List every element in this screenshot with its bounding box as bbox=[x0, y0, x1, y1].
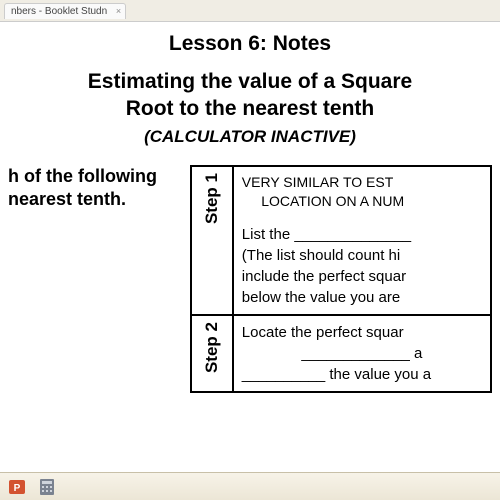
step1-label-cell: Step 1 bbox=[191, 166, 233, 315]
step1-body-l4: below the value you are bbox=[242, 287, 482, 308]
step2-body: Locate the perfect squar _____________ a… bbox=[242, 322, 482, 385]
step2-body-l2: _____________ a bbox=[242, 343, 482, 364]
powerpoint-icon[interactable]: P bbox=[8, 478, 26, 496]
step1-content: VERY SIMILAR TO EST LOCATION ON A NUM Li… bbox=[233, 166, 491, 315]
tab-title: nbers - Booklet Studn bbox=[11, 6, 107, 17]
left-line-2: nearest tenth. bbox=[8, 188, 178, 211]
step1-label: Step 1 bbox=[200, 173, 224, 224]
caption: (CALCULATOR INACTIVE) bbox=[8, 127, 492, 147]
step1-body-l3: include the perfect squar bbox=[242, 266, 482, 287]
step2-body-l3: __________ the value you a bbox=[242, 364, 482, 385]
document-area: Lesson 6: Notes Estimating the value of … bbox=[0, 22, 500, 472]
calculator-icon[interactable] bbox=[38, 478, 56, 496]
left-prompt: h of the following nearest tenth. bbox=[8, 165, 178, 212]
svg-text:P: P bbox=[14, 483, 21, 494]
left-line-1: h of the following bbox=[8, 165, 178, 188]
taskbar: P bbox=[0, 472, 500, 500]
step1-body-l2: (The list should count hi bbox=[242, 245, 482, 266]
step1-body: List the ______________ (The list should… bbox=[242, 224, 482, 308]
browser-tab-bar: nbers - Booklet Studn × bbox=[0, 0, 500, 22]
subtitle-line-1: Estimating the value of a Square bbox=[8, 68, 492, 95]
step1-body-l1: List the ______________ bbox=[242, 224, 482, 245]
step1-header: VERY SIMILAR TO EST LOCATION ON A NUM bbox=[242, 173, 482, 212]
step2-content: Locate the perfect squar _____________ a… bbox=[233, 315, 491, 392]
steps-table: Step 1 VERY SIMILAR TO EST LOCATION ON A… bbox=[190, 165, 492, 393]
page-title: Lesson 6: Notes bbox=[8, 32, 492, 56]
browser-tab[interactable]: nbers - Booklet Studn × bbox=[4, 3, 126, 19]
close-icon[interactable]: × bbox=[116, 6, 121, 16]
step2-body-l1: Locate the perfect squar bbox=[242, 322, 482, 343]
subtitle-line-2: Root to the nearest tenth bbox=[8, 95, 492, 122]
step2-label-cell: Step 2 bbox=[191, 315, 233, 392]
step2-label: Step 2 bbox=[200, 322, 224, 373]
content-row: h of the following nearest tenth. Step 1… bbox=[8, 165, 492, 393]
table-row: Step 2 Locate the perfect squar ________… bbox=[191, 315, 491, 392]
table-row: Step 1 VERY SIMILAR TO EST LOCATION ON A… bbox=[191, 166, 491, 315]
